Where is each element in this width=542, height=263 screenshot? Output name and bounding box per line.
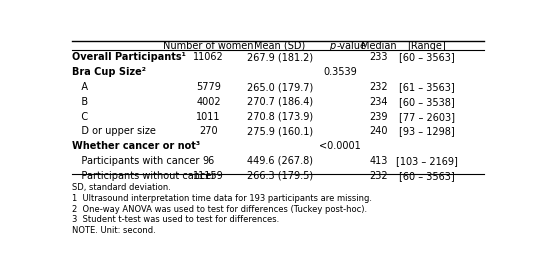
Text: [60 – 3563]: [60 – 3563] [399,171,455,181]
Text: 270.8 (173.9): 270.8 (173.9) [247,112,313,122]
Text: Median: Median [361,41,396,50]
Text: 240: 240 [369,127,388,136]
Text: 239: 239 [369,112,388,122]
Text: 0.3539: 0.3539 [323,67,357,77]
Text: 1  Ultrasound interpretation time data for 193 participants are missing.: 1 Ultrasound interpretation time data fo… [72,194,372,203]
Text: 234: 234 [369,97,388,107]
Text: B: B [72,97,88,107]
Text: 1011: 1011 [196,112,221,122]
Text: 5779: 5779 [196,82,221,92]
Text: [Range]: [Range] [408,41,446,50]
Text: Overall Participants¹: Overall Participants¹ [72,53,186,63]
Text: 2  One-way ANOVA was used to test for differences (Tuckey post-hoc).: 2 One-way ANOVA was used to test for dif… [72,205,367,214]
Text: [93 – 1298]: [93 – 1298] [399,127,455,136]
Text: 11159: 11159 [193,171,224,181]
Text: Mean (SD): Mean (SD) [254,41,306,50]
Text: 96: 96 [202,156,215,166]
Text: 449.6 (267.8): 449.6 (267.8) [247,156,313,166]
Text: 232: 232 [369,171,388,181]
Text: [60 – 3538]: [60 – 3538] [399,97,455,107]
Text: [60 – 3563]: [60 – 3563] [399,53,455,63]
Text: 265.0 (179.7): 265.0 (179.7) [247,82,313,92]
Text: [77 – 2603]: [77 – 2603] [399,112,455,122]
Text: D or upper size: D or upper size [72,127,156,136]
Text: [103 – 2169]: [103 – 2169] [396,156,458,166]
Text: p: p [328,41,335,50]
Text: <0.0001: <0.0001 [319,141,361,151]
Text: Whether cancer or not³: Whether cancer or not³ [72,141,200,151]
Text: -value: -value [336,41,366,50]
Text: 270.7 (186.4): 270.7 (186.4) [247,97,313,107]
Text: 413: 413 [370,156,388,166]
Text: 11062: 11062 [193,53,224,63]
Text: C: C [72,112,88,122]
Text: 232: 232 [369,82,388,92]
Text: SD, standard deviation.: SD, standard deviation. [72,184,171,193]
Text: A: A [72,82,88,92]
Text: 233: 233 [369,53,388,63]
Text: Participants without cancer: Participants without cancer [72,171,215,181]
Text: Bra Cup Size²: Bra Cup Size² [72,67,146,77]
Text: 270: 270 [199,127,218,136]
Text: 3  Student t-test was used to test for differences.: 3 Student t-test was used to test for di… [72,215,279,224]
Text: Participants with cancer: Participants with cancer [72,156,199,166]
Text: 275.9 (160.1): 275.9 (160.1) [247,127,313,136]
Text: Number of women: Number of women [163,41,254,50]
Text: 266.3 (179.5): 266.3 (179.5) [247,171,313,181]
Text: 4002: 4002 [196,97,221,107]
Text: NOTE. Unit: second.: NOTE. Unit: second. [72,226,156,235]
Text: 267.9 (181.2): 267.9 (181.2) [247,53,313,63]
Text: [61 – 3563]: [61 – 3563] [399,82,455,92]
